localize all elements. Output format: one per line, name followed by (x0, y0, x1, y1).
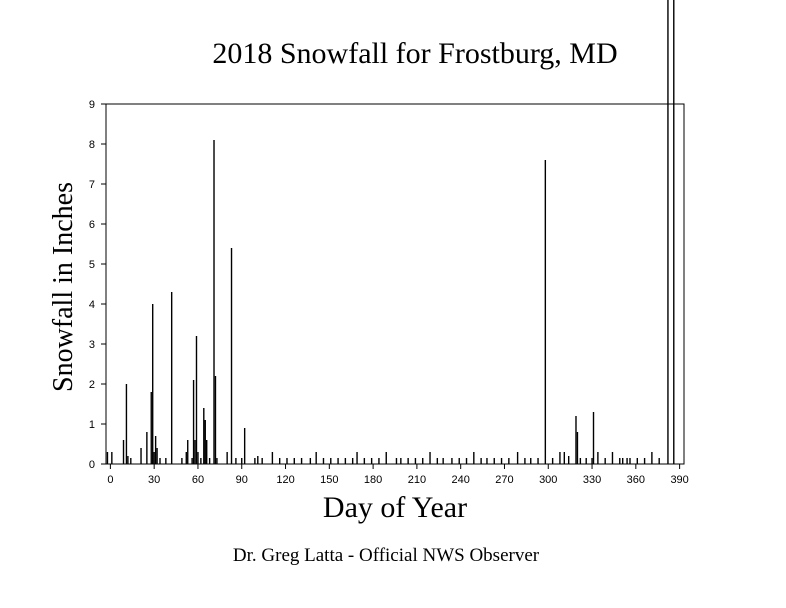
x-tick-label: 0 (107, 474, 113, 486)
x-tick-label: 90 (236, 474, 248, 486)
x-ticks-group: 0 30 60 90 120 150 180 210 240 270 300 330 360 390 (107, 464, 689, 486)
y-axis-label: Snowfall in Inches (48, 182, 79, 392)
x-tick-label: 270 (495, 474, 513, 486)
x-tick-label: 390 (670, 474, 688, 486)
x-tick-label: 210 (408, 474, 426, 486)
y-ticks-group: 0 1 2 3 4 5 6 7 8 9 (89, 99, 106, 471)
x-axis-label: Day of Year (323, 491, 467, 524)
x-tick-label: 60 (192, 474, 204, 486)
plot-frame (105, 103, 685, 465)
chart-title: 2018 Snowfall for Frostburg, MD (212, 37, 617, 70)
y-tick-label: 5 (89, 259, 95, 271)
bars-group (106, 0, 675, 464)
observer-credit: Dr. Greg Latta - Official NWS Observer (233, 545, 540, 566)
y-tick-label: 3 (89, 339, 95, 351)
x-tick-label: 150 (320, 474, 338, 486)
x-tick-label: 30 (148, 474, 160, 486)
y-tick-label: 4 (89, 299, 95, 311)
y-tick-label: 2 (89, 379, 95, 391)
y-tick-label: 1 (89, 419, 95, 431)
x-tick-label: 240 (452, 474, 470, 486)
y-tick-label: 8 (89, 139, 95, 151)
x-tick-label: 330 (583, 474, 601, 486)
y-tick-label: 0 (89, 459, 95, 471)
x-tick-label: 180 (364, 474, 382, 486)
x-tick-label: 360 (627, 474, 645, 486)
y-tick-label: 7 (89, 179, 95, 191)
x-tick-label: 120 (276, 474, 294, 486)
x-tick-label: 300 (539, 474, 557, 486)
y-tick-label: 6 (89, 219, 95, 231)
y-tick-label: 9 (89, 99, 95, 111)
